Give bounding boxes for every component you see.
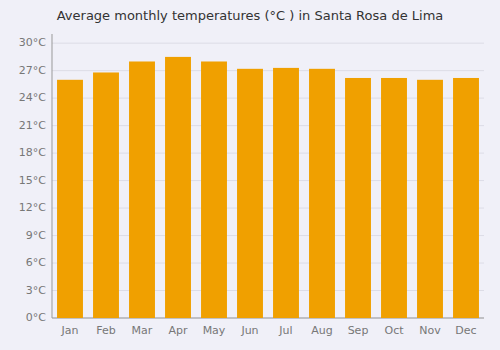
y-tick-label: 30°C [19, 36, 46, 49]
bar [129, 61, 155, 318]
y-tick-label: 3°C [26, 284, 46, 297]
bar [57, 80, 83, 318]
bar [345, 78, 371, 318]
y-tick-labels: 0°C 3°C 6°C 9°C 12°C 15°C 18°C 21°C 24°C 27°C 30°C [19, 36, 46, 324]
chart-container: 0°C 3°C 6°C 9°C 12°C 15°C 18°C 21°C 24°C 27°C 30°C… [0, 0, 500, 350]
bar [417, 80, 443, 318]
x-tick-label: Nov [419, 324, 441, 337]
x-tick-label: Oct [384, 324, 404, 337]
x-tick-label: Jan [61, 324, 79, 337]
x-tick-labels: Jan Feb Mar Apr May Jun Jul Aug Sep Oct Nov Dec [61, 324, 477, 337]
y-tick-label: 18°C [19, 146, 46, 159]
y-tick-label: 12°C [19, 201, 46, 214]
bar [309, 69, 335, 318]
title: Average monthly temperatures (°C ) in Sa… [57, 8, 444, 23]
y-tick-label: 9°C [26, 229, 46, 242]
y-tick-label: 21°C [19, 119, 46, 132]
bar [273, 68, 299, 318]
bar [237, 69, 263, 318]
bar [453, 78, 479, 318]
bar [381, 78, 407, 318]
x-tick-label: Aug [311, 324, 332, 337]
chart: 0°C 3°C 6°C 9°C 12°C 15°C 18°C 21°C 24°C 27°C 30°C… [0, 0, 500, 350]
y-tick-label: 15°C [19, 174, 46, 187]
bar [93, 72, 119, 318]
x-tick-label: Mar [132, 324, 153, 337]
y-tick-label: 0°C [26, 311, 46, 324]
x-tick-label: Jul [278, 324, 292, 337]
x-tick-label: Apr [168, 324, 188, 337]
grid [52, 43, 484, 318]
x-tick-label: Jun [240, 324, 258, 337]
y-tick-label: 6°C [26, 256, 46, 269]
bars [57, 57, 479, 318]
y-tick-label: 27°C [19, 64, 46, 77]
grid-line [52, 43, 484, 44]
x-tick-label: Feb [96, 324, 115, 337]
y-tick-label: 24°C [19, 91, 46, 104]
bar [165, 57, 191, 318]
x-tick-label: Sep [348, 324, 369, 337]
grid-line [52, 70, 484, 71]
x-tick-label: Dec [455, 324, 476, 337]
bar [201, 61, 227, 318]
y-axis-line [52, 34, 53, 318]
x-tick-label: May [203, 324, 226, 337]
